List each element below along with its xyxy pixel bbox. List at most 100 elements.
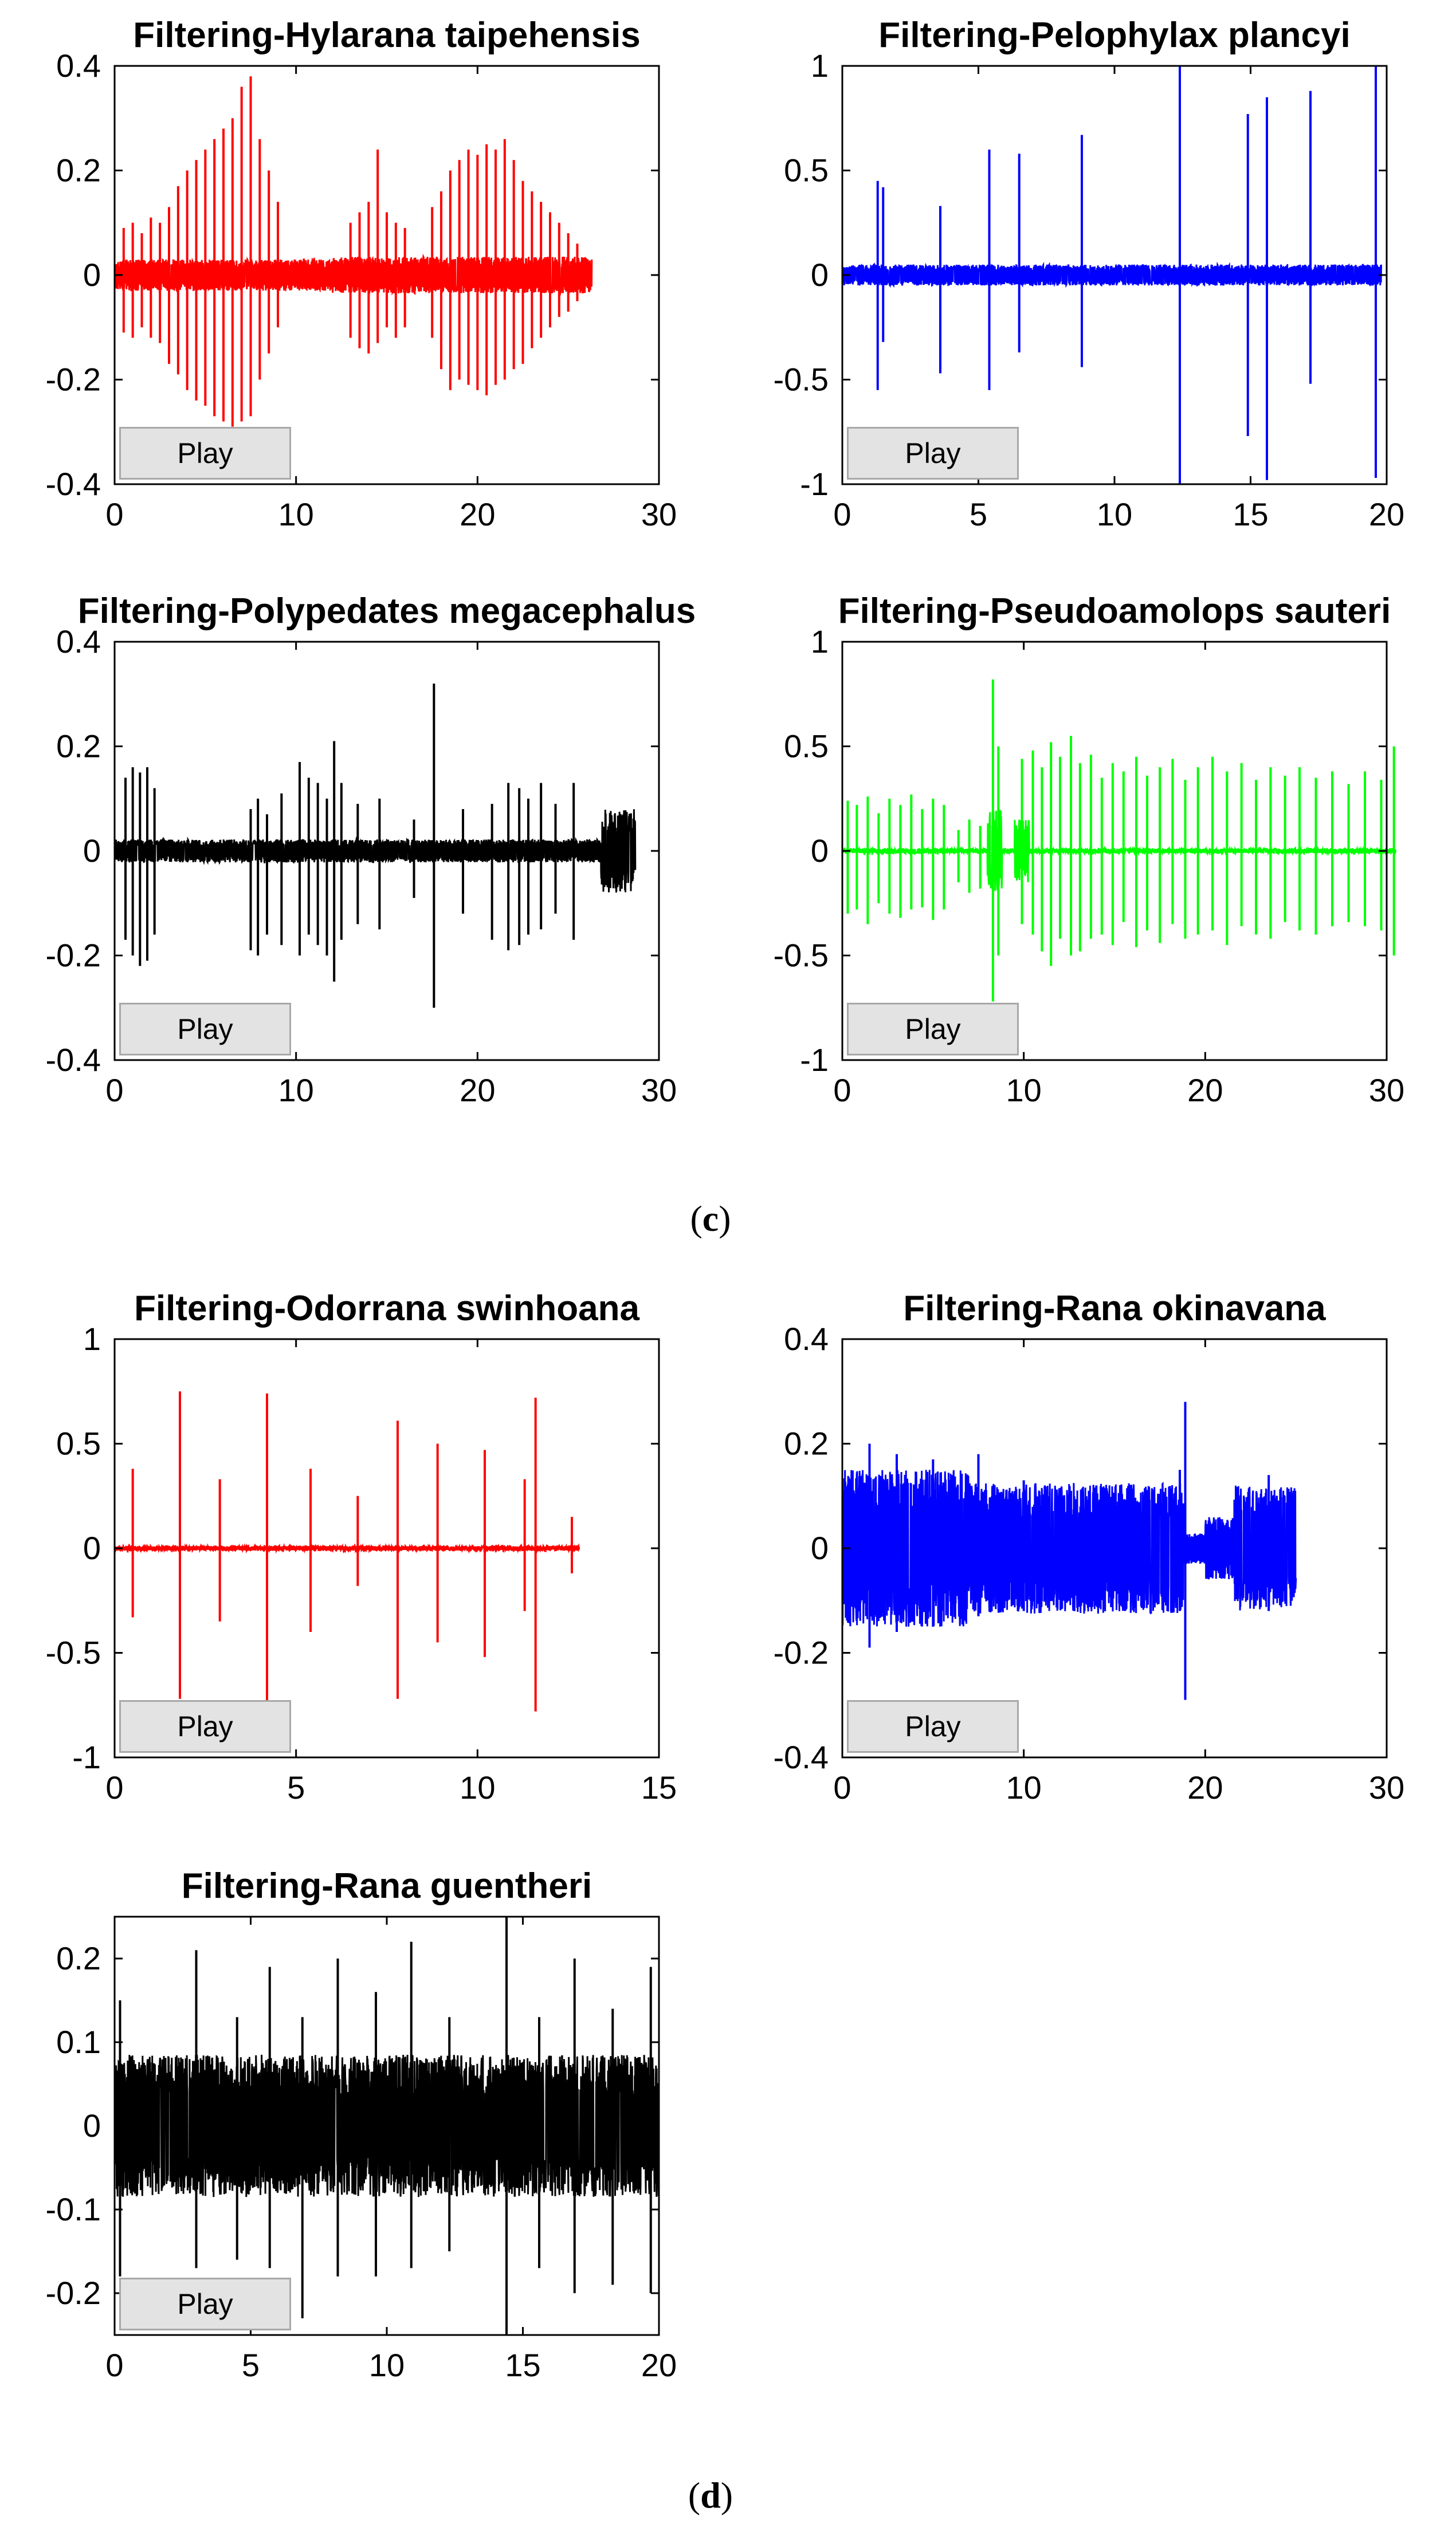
- y-tick-label: 0.2: [784, 1426, 829, 1462]
- panel-pelophylax-plancyi: Filtering-Pelophylax plancyi 0 5 10 15 20 -1 -0…: [728, 0, 1455, 573]
- caption-d-letter: d: [700, 2475, 721, 2515]
- y-tick-label: 0: [83, 833, 101, 869]
- caption-c: (c): [625, 1198, 796, 1240]
- x-tick-label: 10: [1006, 1769, 1042, 1806]
- waveform-series: [841, 261, 1382, 288]
- y-tick-label: -0.4: [46, 1042, 101, 1078]
- x-tick-label: 5: [242, 2347, 260, 2383]
- chart-title: Filtering-Rana okinavana: [903, 1289, 1326, 1328]
- x-tick-label: 20: [460, 496, 495, 532]
- x-tick-label: 0: [105, 1072, 123, 1108]
- x-tick-label: 0: [105, 496, 123, 532]
- play-button[interactable]: Play: [119, 1003, 291, 1055]
- y-tick-label: 0.2: [56, 1940, 101, 1976]
- y-tick-label: 0.4: [56, 623, 101, 660]
- y-tick-label: 0: [811, 833, 829, 869]
- y-tick-label: 0.2: [56, 728, 101, 764]
- x-tick-label: 30: [1369, 1769, 1404, 1806]
- y-tick-label: -1: [800, 466, 829, 502]
- caption-d: (d): [625, 2474, 796, 2517]
- panel-polypedates-megacephalus: Filtering-Polypedates megacephalus 0 10 20 3…: [0, 576, 728, 1149]
- y-tick-label: -1: [800, 1042, 829, 1078]
- caption-d-open: (: [688, 2475, 701, 2515]
- panel-pseudoamolops-sauteri: Filtering-Pseudoamolops sauteri 0 10 20 30 -1…: [728, 576, 1455, 1149]
- panel-hylarana-taipehensis: Filtering-Hylarana taipehensis 0 10 20 30 -0.…: [0, 0, 728, 573]
- y-tick-label: 0.1: [56, 2024, 101, 2060]
- x-tick-label: 15: [641, 1769, 677, 1806]
- y-tick-label: 0: [811, 1530, 829, 1566]
- x-tick-label: 10: [1097, 496, 1132, 532]
- x-tick-label: 30: [641, 1072, 677, 1108]
- y-tick-label: 0: [83, 257, 101, 293]
- play-button[interactable]: Play: [119, 2278, 291, 2330]
- x-tick-label: 20: [460, 1072, 495, 1108]
- chart-title: Filtering-Polypedates megacephalus: [78, 591, 696, 631]
- chart-polypedates: Filtering-Polypedates megacephalus 0 10 20 3…: [46, 591, 696, 1108]
- x-tick-label: 20: [1369, 496, 1404, 532]
- x-tick-label: 30: [1369, 1072, 1404, 1108]
- y-tick-label: 0: [83, 1530, 101, 1566]
- x-tick-label: 0: [833, 496, 851, 532]
- y-tick-label: 0.4: [784, 1321, 829, 1357]
- chart-hylarana: Filtering-Hylarana taipehensis 0 10 20 30 -0.…: [46, 15, 677, 532]
- waveform-series: [113, 1543, 580, 1554]
- caption-c-open: (: [690, 1198, 703, 1239]
- y-tick-label: 0: [811, 257, 829, 293]
- waveform-series: [113, 2054, 660, 2197]
- x-tick-label: 15: [505, 2347, 540, 2383]
- y-tick-label: 1: [811, 48, 829, 84]
- play-button[interactable]: Play: [119, 427, 291, 480]
- play-button[interactable]: Play: [847, 1700, 1019, 1753]
- play-button[interactable]: Play: [847, 1003, 1019, 1055]
- play-button[interactable]: Play: [847, 427, 1019, 480]
- panel-rana-okinavana: Filtering-Rana okinavana 0 10 20 30 -0.4 -0.2 0…: [728, 1273, 1455, 1846]
- y-tick-label: -0.2: [46, 937, 101, 974]
- chart-title: Filtering-Pelophylax plancyi: [878, 15, 1350, 55]
- waveform-series: [841, 810, 1397, 892]
- x-tick-label: 30: [641, 496, 677, 532]
- x-tick-label: 10: [369, 2347, 405, 2383]
- waveform-series: [113, 253, 593, 296]
- y-tick-label: 1: [811, 623, 829, 660]
- panel-odorrana-swinhoana: Filtering-Odorrana swinhoana 0 5 10 15 -1 -0.5…: [0, 1273, 728, 1846]
- y-tick-label: -0.4: [774, 1739, 829, 1775]
- y-tick-label: -0.5: [774, 362, 829, 398]
- y-tick-label: 0.5: [56, 1426, 101, 1462]
- x-tick-label: 10: [278, 496, 314, 532]
- x-tick-label: 5: [287, 1769, 305, 1806]
- play-button[interactable]: Play: [119, 1700, 291, 1753]
- x-tick-label: 0: [833, 1072, 851, 1108]
- x-tick-label: 20: [1187, 1769, 1223, 1806]
- panel-rana-guentheri: Filtering-Rana guentheri 0 5 10 15 20 -0.2 -0.1…: [0, 1851, 728, 2424]
- y-tick-label: 0.4: [56, 48, 101, 84]
- y-tick-label: -0.2: [774, 1635, 829, 1671]
- waveform-series: [841, 1470, 1297, 1627]
- chart-title: Filtering-Rana guentheri: [182, 1866, 592, 1906]
- y-tick-label: -0.1: [46, 2191, 101, 2227]
- chart-title: Filtering-Odorrana swinhoana: [134, 1289, 639, 1328]
- caption-d-close: ): [720, 2475, 733, 2515]
- y-tick-label: 0.5: [784, 152, 829, 189]
- x-tick-label: 0: [105, 2347, 123, 2383]
- y-tick-label: 0: [83, 2108, 101, 2144]
- x-tick-label: 15: [1233, 496, 1268, 532]
- x-tick-label: 10: [278, 1072, 314, 1108]
- y-tick-label: -0.2: [46, 2275, 101, 2311]
- y-tick-label: -0.2: [46, 362, 101, 398]
- y-tick-label: 0.5: [784, 728, 829, 764]
- y-tick-label: -0.5: [774, 937, 829, 974]
- y-tick-label: -0.5: [46, 1635, 101, 1671]
- x-tick-label: 20: [1187, 1072, 1223, 1108]
- x-tick-label: 20: [641, 2347, 677, 2383]
- x-tick-label: 0: [833, 1769, 851, 1806]
- x-tick-label: 5: [970, 496, 987, 532]
- waveform-series: [113, 809, 637, 893]
- y-tick-label: 0.2: [56, 152, 101, 189]
- y-tick-label: 1: [83, 1321, 101, 1357]
- caption-c-letter: c: [702, 1198, 719, 1239]
- y-tick-label: -0.4: [46, 466, 101, 502]
- x-tick-label: 0: [105, 1769, 123, 1806]
